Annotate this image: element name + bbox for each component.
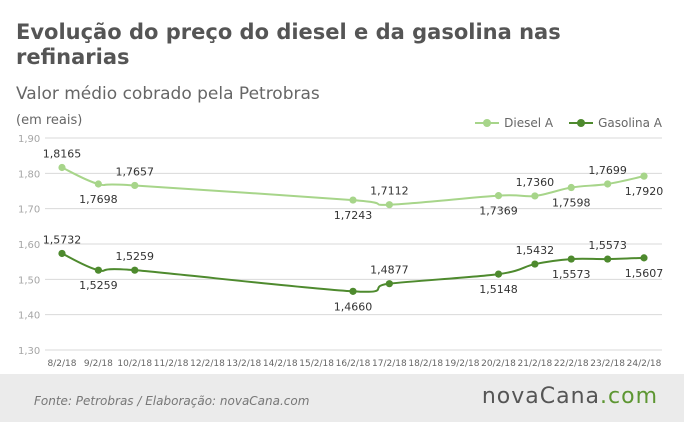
chart-legend: Diesel A Gasolina A	[475, 116, 662, 130]
x-tick-label: 8/2/18	[48, 359, 77, 369]
data-label: 1,5573	[588, 239, 627, 252]
brand-name: novaCana	[481, 384, 601, 409]
data-point	[604, 180, 612, 188]
data-point	[567, 183, 575, 192]
y-tick-label: 1,30	[18, 346, 40, 357]
data-point	[94, 266, 102, 274]
legend-swatch-gasolina	[569, 118, 594, 128]
data-label: 1,5432	[516, 244, 555, 257]
x-tick-label: 12/2/18	[190, 359, 225, 369]
brand-suffix: .com	[600, 384, 658, 409]
data-point	[567, 255, 575, 263]
x-tick-label: 18/2/18	[408, 359, 443, 369]
y-tick-label: 1,40	[18, 311, 40, 322]
data-label: 1,5573	[552, 268, 591, 281]
line-chart: 1,90 1,80 1,70 1,60 1,50 1,40 1,30 8/2/18 9/2/18…	[18, 134, 664, 369]
chart-title: Evolução do preço do diesel e da gasolin…	[16, 20, 561, 69]
x-tick-label: 10/2/18	[117, 359, 152, 369]
data-label: 1,5259	[79, 279, 118, 292]
data-label: 1,7360	[516, 176, 555, 189]
legend-item-gasolina: Gasolina A	[569, 116, 662, 130]
data-point	[58, 249, 66, 258]
data-point	[640, 254, 648, 262]
data-label: 1,5607	[625, 267, 664, 280]
data-point	[349, 287, 357, 295]
data-label: 1,7112	[370, 185, 409, 198]
y-tick-label: 1,50	[18, 275, 40, 286]
data-point	[604, 255, 612, 263]
data-point	[531, 192, 539, 200]
series-line-1	[61, 252, 645, 293]
data-label: 1,4660	[334, 300, 373, 313]
legend-item-diesel: Diesel A	[475, 116, 553, 130]
legend-label-diesel: Diesel A	[504, 116, 554, 130]
y-tick-label: 1,70	[18, 205, 40, 216]
data-point	[385, 280, 393, 288]
data-point	[94, 180, 102, 188]
data-label: 1,7698	[79, 193, 118, 206]
data-point	[131, 266, 139, 274]
data-label: 1,7657	[116, 165, 155, 178]
footer-bar: Fonte: Petrobras / Elaboração: novaCana.…	[0, 374, 684, 422]
x-tick-label: 21/2/18	[518, 359, 553, 369]
x-tick-label: 22/2/18	[554, 359, 589, 369]
series-line-0	[61, 166, 645, 206]
data-label: 1,7598	[552, 197, 591, 210]
source-credit: Fonte: Petrobras / Elaboração: novaCana.…	[34, 394, 310, 408]
x-tick-label: 15/2/18	[299, 359, 334, 369]
data-label: 1,7920	[625, 185, 664, 198]
x-tick-label: 14/2/18	[263, 359, 298, 369]
data-point	[640, 172, 648, 180]
data-point	[58, 163, 66, 172]
data-label: 1,5148	[479, 283, 518, 296]
data-point	[349, 196, 357, 204]
data-label: 1,4877	[370, 264, 409, 277]
x-tick-label: 24/2/18	[627, 359, 662, 369]
unit-label: (em reais)	[16, 113, 83, 128]
y-tick-label: 1,60	[18, 240, 40, 251]
data-point	[494, 270, 503, 278]
x-tick-label: 23/2/18	[590, 359, 625, 369]
x-tick-label: 16/2/18	[336, 359, 371, 369]
legend-label-gasolina: Gasolina A	[598, 116, 662, 130]
legend-swatch-diesel	[475, 118, 500, 128]
data-point	[131, 181, 139, 190]
chart-subtitle: Valor médio cobrado pela Petrobras	[16, 84, 320, 104]
data-label: 1,7369	[479, 205, 518, 218]
data-point	[385, 201, 393, 209]
x-tick-label: 20/2/18	[481, 359, 516, 369]
data-label: 1,8165	[43, 148, 82, 161]
y-tick-label: 1,80	[18, 169, 40, 180]
data-label: 1,7243	[334, 209, 373, 222]
y-tick-label: 1,90	[18, 134, 40, 145]
data-label: 1,5259	[116, 250, 155, 263]
brand-logo: novaCana.com	[482, 384, 658, 409]
data-label: 1,5732	[43, 233, 82, 246]
data-point	[494, 192, 503, 200]
x-tick-label: 11/2/18	[154, 359, 189, 369]
x-tick-label: 13/2/18	[227, 359, 262, 369]
x-tick-label: 9/2/18	[84, 359, 113, 369]
data-point	[531, 260, 539, 268]
x-tick-label: 19/2/18	[445, 359, 480, 369]
data-label: 1,7699	[588, 164, 627, 177]
x-tick-label: 17/2/18	[372, 359, 407, 369]
